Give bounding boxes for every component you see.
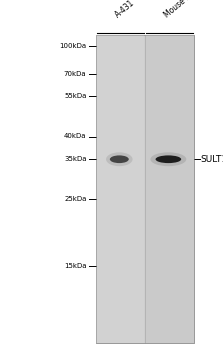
Ellipse shape [110, 155, 129, 163]
Ellipse shape [150, 152, 186, 166]
Bar [96, 35, 144, 343]
Text: 70kDa: 70kDa [64, 70, 87, 77]
Bar [96, 35, 194, 343]
Text: 15kDa: 15kDa [64, 263, 87, 269]
Text: 40kDa: 40kDa [64, 133, 87, 140]
Text: 100kDa: 100kDa [59, 42, 87, 49]
Bar [96, 35, 194, 343]
Text: Mouse liver: Mouse liver [163, 0, 202, 19]
Text: 35kDa: 35kDa [64, 156, 87, 162]
Ellipse shape [156, 155, 181, 163]
Bar [146, 35, 194, 343]
Text: 55kDa: 55kDa [64, 93, 87, 99]
Text: 25kDa: 25kDa [64, 196, 87, 203]
Text: A-431: A-431 [114, 0, 136, 19]
Ellipse shape [106, 152, 132, 166]
Text: SULT1A2: SULT1A2 [201, 155, 223, 164]
